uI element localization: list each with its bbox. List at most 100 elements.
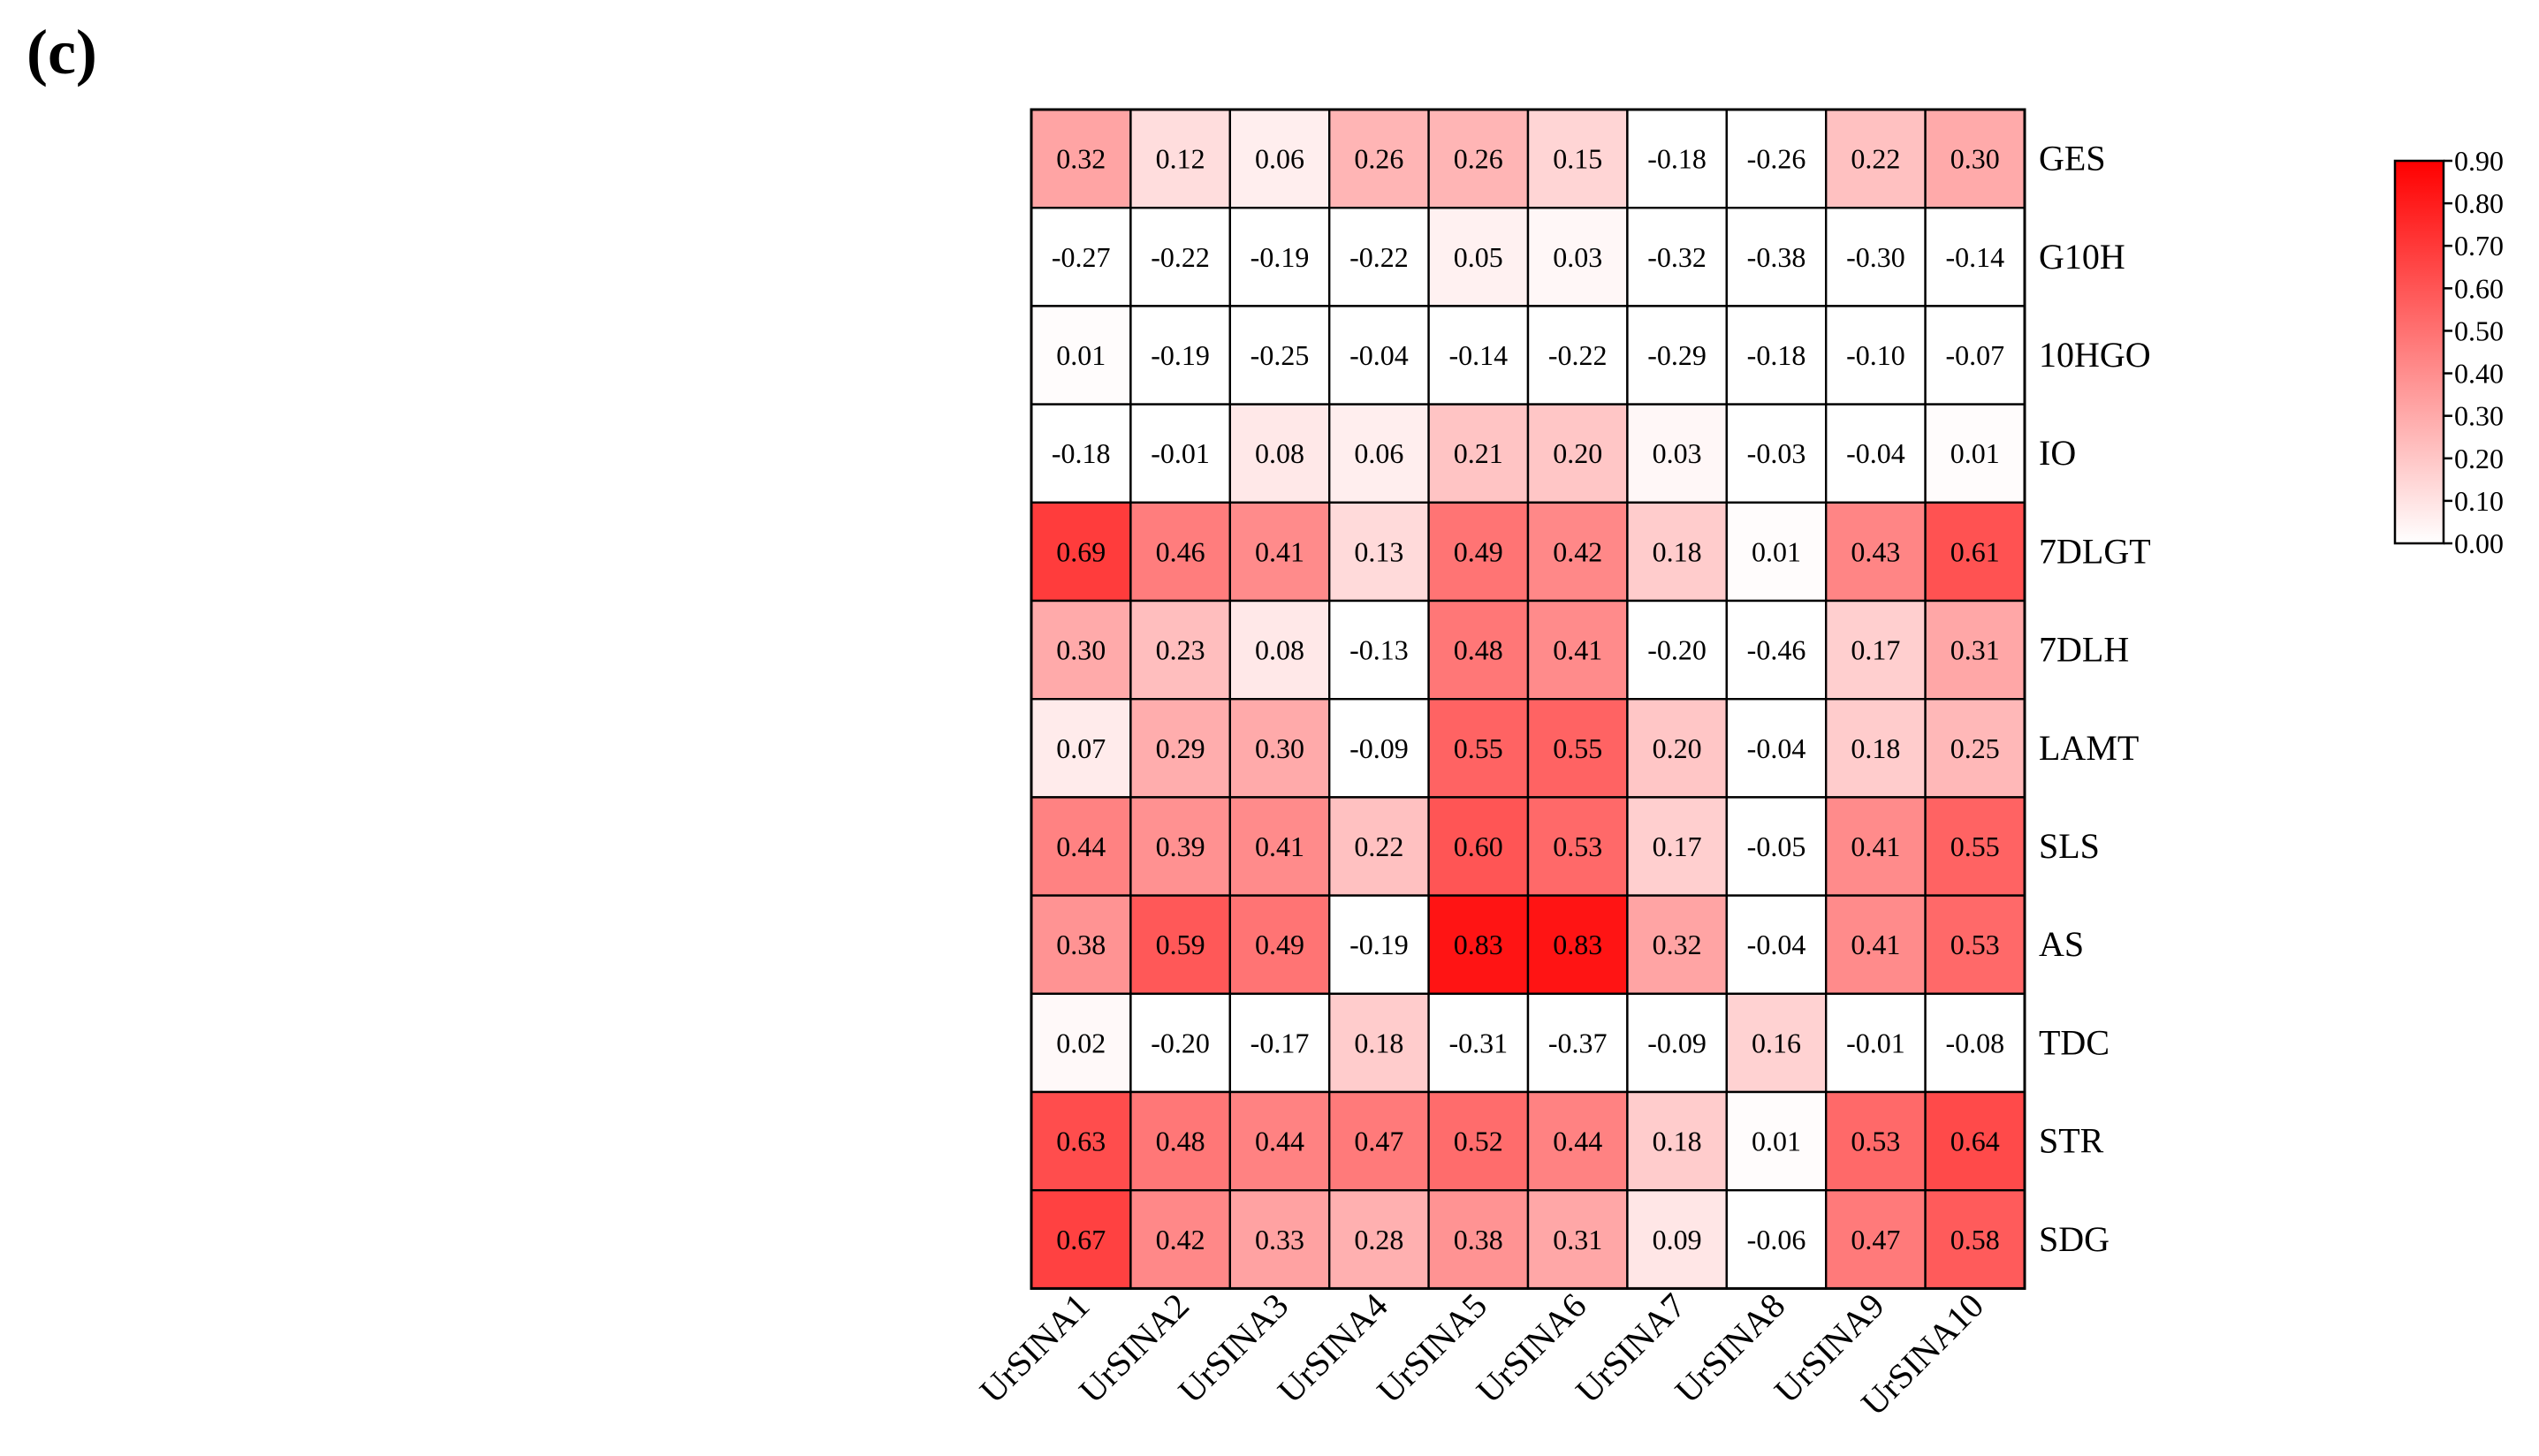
- cell-value-label: 0.03: [1653, 437, 1702, 469]
- heatmap-cell: [1924, 501, 2026, 603]
- heatmap-cell: [1725, 599, 1828, 701]
- column-label: UrSINA2: [1071, 1285, 1197, 1411]
- cell-value-label: 0.47: [1851, 1224, 1900, 1255]
- cell-value-label: 0.43: [1851, 535, 1900, 567]
- cell-value-label: -0.07: [1945, 339, 2004, 371]
- heatmap-cell: [1228, 305, 1331, 406]
- colorbar-tick-label: 0.20: [2454, 443, 2504, 474]
- cell-value-label: 0.17: [1653, 830, 1702, 862]
- cell-value-label: 0.30: [1056, 634, 1106, 666]
- column-label: UrSINA4: [1270, 1285, 1395, 1411]
- cell-value-label: 0.83: [1454, 929, 1503, 960]
- heatmap-cell: [1129, 796, 1232, 897]
- colorbar-tick-label: 0.10: [2454, 485, 2504, 517]
- cell-value-label: 0.20: [1653, 732, 1702, 764]
- heatmap-cell: [1228, 108, 1331, 209]
- heatmap-cell: [1725, 992, 1828, 1094]
- heatmap-cell: [1824, 599, 1927, 701]
- cell-value-label: 0.53: [1851, 1126, 1900, 1157]
- cell-value-label: 0.18: [1851, 732, 1900, 764]
- cell-value-label: -0.20: [1647, 634, 1707, 666]
- heatmap-cell: [1030, 403, 1132, 504]
- cell-value-label: 0.48: [1156, 1126, 1205, 1157]
- cell-value-label: 0.41: [1255, 830, 1304, 862]
- cell-value-label: 0.08: [1255, 437, 1304, 469]
- heatmap-cell: [1030, 599, 1132, 701]
- cell-value-label: -0.04: [1747, 732, 1806, 764]
- cell-value-label: 0.49: [1454, 535, 1503, 567]
- heatmap-cell: [1030, 108, 1132, 209]
- cell-value-label: 0.06: [1255, 143, 1304, 175]
- cell-value-label: -0.22: [1548, 339, 1608, 371]
- cell-value-label: 0.22: [1354, 830, 1403, 862]
- heatmap-cell: [1327, 305, 1430, 406]
- heatmap-cell: [1824, 305, 1927, 406]
- heatmap-cell: [1526, 501, 1629, 603]
- cell-value-label: -0.38: [1747, 241, 1806, 273]
- cell-value-label: -0.19: [1250, 241, 1310, 273]
- cell-value-label: -0.30: [1846, 241, 1905, 273]
- cell-value-label: 0.32: [1056, 143, 1106, 175]
- cell-value-label: 0.42: [1553, 535, 1602, 567]
- heatmap-cell: [1327, 206, 1430, 307]
- heatmap-cell: [1129, 698, 1232, 799]
- heatmap-cell: [1129, 894, 1232, 995]
- cell-value-label: 0.42: [1156, 1224, 1205, 1255]
- cell-value-label: 0.55: [1553, 732, 1602, 764]
- column-label: UrSINA8: [1668, 1285, 1793, 1411]
- colorbar-tick-label: 0.40: [2454, 358, 2504, 390]
- heatmap-cell: [1725, 108, 1828, 209]
- cell-value-label: 0.23: [1156, 634, 1205, 666]
- cell-value-label: 0.05: [1454, 241, 1503, 273]
- column-label: UrSINA7: [1568, 1285, 1693, 1411]
- row-label: 10HGO: [2039, 335, 2151, 375]
- cell-value-label: -0.19: [1151, 339, 1210, 371]
- cell-value-label: 0.01: [1752, 1126, 1801, 1157]
- cell-value-label: 0.08: [1255, 634, 1304, 666]
- heatmap-cell: [1427, 501, 1530, 603]
- cell-value-label: 0.29: [1156, 732, 1205, 764]
- cell-value-label: 0.63: [1056, 1126, 1106, 1157]
- row-label: SDG: [2039, 1219, 2109, 1259]
- heatmap-cell: [1824, 501, 1927, 603]
- cell-value-label: -0.25: [1250, 339, 1310, 371]
- panel-label: (c): [27, 17, 97, 87]
- heatmap-cell: [1228, 1090, 1331, 1192]
- cell-value-label: 0.20: [1553, 437, 1602, 469]
- colorbar: 0.00 0.10 0.20 0.30 0.40 0.50 0.60 0.70 0.80 0.90: [2393, 145, 2504, 559]
- cell-value-label: 0.01: [1950, 437, 2000, 469]
- cell-value-label: -0.04: [1747, 929, 1806, 960]
- cell-value-label: 0.22: [1851, 143, 1900, 175]
- row-label: STR: [2039, 1121, 2104, 1161]
- heatmap-cell: [1626, 206, 1729, 307]
- heatmap-cell: [1228, 1188, 1331, 1290]
- cell-value-label: -0.22: [1349, 241, 1409, 273]
- cell-value-label: 0.18: [1354, 1027, 1403, 1058]
- cell-value-label: -0.14: [1945, 241, 2004, 273]
- cell-value-label: 0.07: [1056, 732, 1106, 764]
- heatmap-cell: [1725, 403, 1828, 504]
- cell-value-label: -0.32: [1647, 241, 1707, 273]
- heatmap-cell: [1725, 698, 1828, 799]
- cell-value-label: 0.26: [1454, 143, 1503, 175]
- heatmap-cell: [1228, 992, 1331, 1094]
- cell-value-label: -0.27: [1052, 241, 1111, 273]
- cell-value-label: 0.17: [1851, 634, 1900, 666]
- cell-value-label: 0.55: [1454, 732, 1503, 764]
- cell-value-label: 0.67: [1056, 1224, 1106, 1255]
- cell-value-label: 0.41: [1553, 634, 1602, 666]
- heatmap-cell: [1427, 698, 1530, 799]
- cell-value-label: 0.01: [1056, 339, 1106, 371]
- heatmap-cell: [1030, 305, 1132, 406]
- cell-value-label: 0.55: [1950, 830, 2000, 862]
- column-labels: UrSINA1UrSINA2UrSINA3UrSINA4UrSINA5UrSIN…: [972, 1285, 1991, 1423]
- heatmap-cell: [1228, 501, 1331, 603]
- cell-value-label: 0.59: [1156, 929, 1205, 960]
- heatmap-cell: [1824, 403, 1927, 504]
- heatmap-cell: [1626, 1090, 1729, 1192]
- heatmap-cell: [1228, 698, 1331, 799]
- cell-value-label: -0.14: [1448, 339, 1508, 371]
- heatmap-cell: [1427, 206, 1530, 307]
- heatmap-cell: [1526, 992, 1629, 1094]
